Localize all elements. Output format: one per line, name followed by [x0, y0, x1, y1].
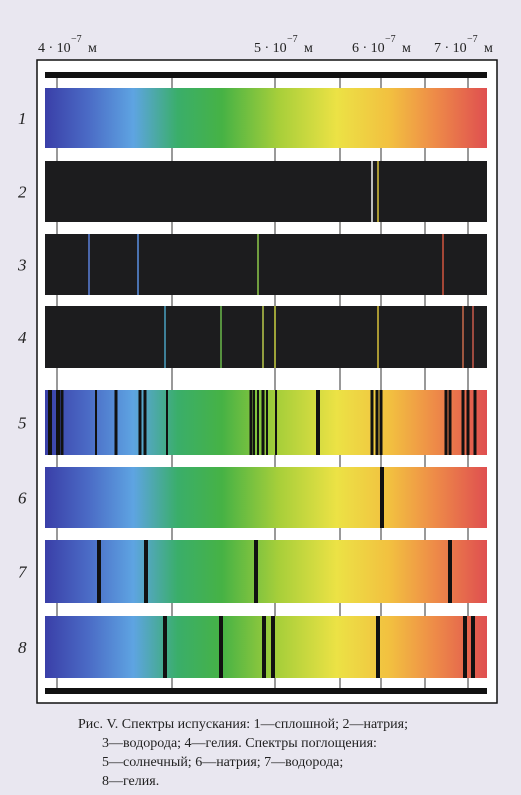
emission-line — [137, 234, 139, 295]
spectrum-band — [45, 88, 487, 148]
emission-line — [164, 306, 166, 368]
absorption-line — [275, 390, 277, 455]
row-label: 7 — [18, 563, 28, 582]
absorption-line — [114, 390, 118, 455]
emission-line — [220, 306, 222, 368]
absorption-line — [466, 390, 470, 455]
absorption-line — [144, 540, 148, 603]
absorption-line — [376, 616, 380, 678]
tick-exponent: −7 — [467, 34, 478, 45]
absorption-line — [473, 390, 477, 455]
absorption-line — [219, 616, 223, 678]
absorption-line — [375, 390, 379, 455]
emission-line — [88, 234, 90, 295]
absorption-line — [163, 616, 167, 678]
row-label: 4 — [18, 328, 27, 347]
absorption-line — [143, 390, 147, 455]
absorption-line — [262, 616, 266, 678]
absorption-line — [471, 616, 475, 678]
absorption-line — [253, 390, 255, 455]
emission-line — [371, 161, 373, 222]
caption-line: 8—гелия. — [102, 774, 159, 789]
row-label: 2 — [18, 183, 27, 202]
absorption-line — [254, 540, 258, 603]
absorption-line — [271, 616, 275, 678]
absorption-line — [379, 390, 383, 455]
absorption-line — [448, 540, 452, 603]
tick-unit: м — [402, 41, 411, 56]
absorption-line — [257, 390, 259, 455]
caption-line: Рис. V. Спектры испускания: 1—сплошной; … — [78, 717, 408, 732]
tick-base: 6 · 10 — [352, 41, 385, 56]
tick-base: 7 · 10 — [434, 41, 467, 56]
row-label: 8 — [18, 638, 27, 657]
row-label: 3 — [17, 256, 27, 275]
emission-line — [377, 306, 379, 368]
absorption-line — [316, 390, 320, 455]
caption-line: 3—водорода; 4—гелия. Спектры поглощения: — [102, 736, 377, 751]
tick-exponent: −7 — [71, 34, 82, 45]
absorption-line — [48, 390, 52, 455]
absorption-line — [249, 390, 253, 455]
row-label: 6 — [18, 489, 27, 508]
absorption-line — [261, 390, 265, 455]
emission-line — [442, 234, 444, 295]
absorption-line — [448, 390, 452, 455]
tick-exponent: −7 — [385, 34, 396, 45]
absorption-line — [138, 390, 142, 455]
tick-unit: м — [304, 41, 313, 56]
absorption-line — [444, 390, 448, 455]
tick-unit: м — [484, 41, 493, 56]
absorption-line — [166, 390, 168, 455]
tick-unit: м — [88, 41, 97, 56]
spectrum-band — [45, 161, 487, 222]
spectrum-band — [45, 306, 487, 368]
emission-line — [257, 234, 259, 295]
emission-line — [274, 306, 276, 368]
frame — [36, 59, 498, 704]
absorption-line — [380, 467, 384, 528]
caption-line: 5—солнечный; 6—натрия; 7—водорода; — [102, 755, 343, 770]
emission-line — [462, 306, 464, 368]
top-bar — [45, 72, 487, 78]
absorption-line — [266, 390, 268, 455]
absorption-line — [97, 540, 101, 603]
absorption-line — [461, 390, 465, 455]
tick-exponent: −7 — [287, 34, 298, 45]
row-label: 1 — [18, 109, 27, 128]
spectrum-band — [45, 234, 487, 295]
emission-line — [262, 306, 264, 368]
bottom-bar — [45, 688, 487, 694]
absorption-line — [60, 390, 64, 455]
absorption-line — [463, 616, 467, 678]
spectrum-band — [45, 467, 487, 528]
absorption-line — [56, 390, 60, 455]
emission-line — [472, 306, 474, 368]
emission-line — [377, 161, 379, 222]
row-label: 5 — [18, 414, 27, 433]
absorption-line — [370, 390, 374, 455]
absorption-line — [95, 390, 97, 455]
tick-base: 4 · 10 — [38, 41, 71, 56]
tick-base: 5 · 10 — [254, 41, 287, 56]
spectrum-band — [45, 540, 487, 603]
